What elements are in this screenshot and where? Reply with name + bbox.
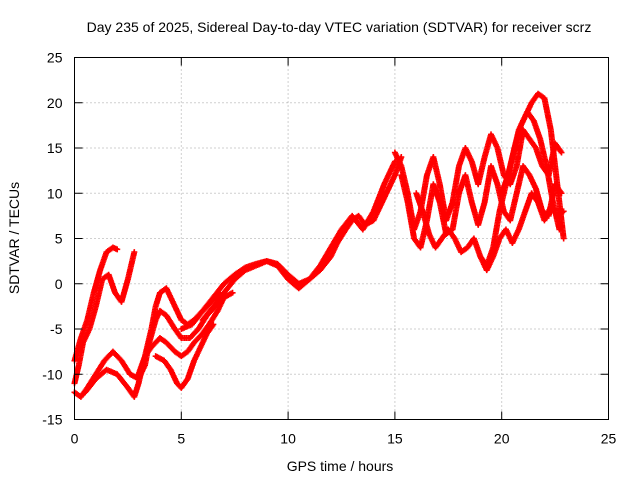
data-point-marker	[558, 149, 565, 156]
data-point-marker	[229, 289, 236, 296]
y-tick-label: 10	[47, 185, 63, 201]
y-tick-label: -15	[42, 412, 62, 428]
x-tick-label: 0	[71, 431, 79, 447]
series-arc-13	[498, 108, 563, 233]
y-tick-label: 5	[55, 231, 63, 247]
chart-title: Day 235 of 2025, Sidereal Day-to-day VTE…	[87, 19, 592, 35]
y-tick-label: -10	[42, 366, 62, 382]
data-point-marker	[131, 249, 138, 256]
series-arc-6	[152, 321, 217, 391]
y-tick-label: 15	[47, 140, 63, 156]
data-points	[71, 90, 567, 400]
x-tick-label: 5	[177, 431, 185, 447]
data-point-marker	[114, 246, 121, 253]
series-arc-2	[71, 249, 138, 387]
y-tick-label: 0	[55, 276, 63, 292]
x-tick-label: 25	[601, 431, 617, 447]
data-point-marker	[560, 235, 567, 242]
series-arc-1	[71, 244, 121, 364]
x-axis-label: GPS time / hours	[287, 458, 394, 474]
x-tick-label: 15	[387, 431, 403, 447]
axis-ticks: 0 5 10 15 20 25 -15 -10 -5 0 5 10 15 20 25	[42, 50, 616, 447]
series-arc-8	[199, 158, 398, 323]
data-point-marker	[556, 226, 563, 233]
y-tick-label: -5	[50, 321, 63, 337]
series-arc-5	[135, 294, 228, 378]
y-axis-label: SDTVAR / TECUs	[6, 182, 22, 294]
x-tick-label: 10	[280, 431, 296, 447]
y-tick-label: 25	[47, 50, 63, 66]
x-tick-label: 20	[494, 431, 510, 447]
data-point-marker	[210, 321, 217, 328]
y-tick-label: 20	[47, 95, 63, 111]
